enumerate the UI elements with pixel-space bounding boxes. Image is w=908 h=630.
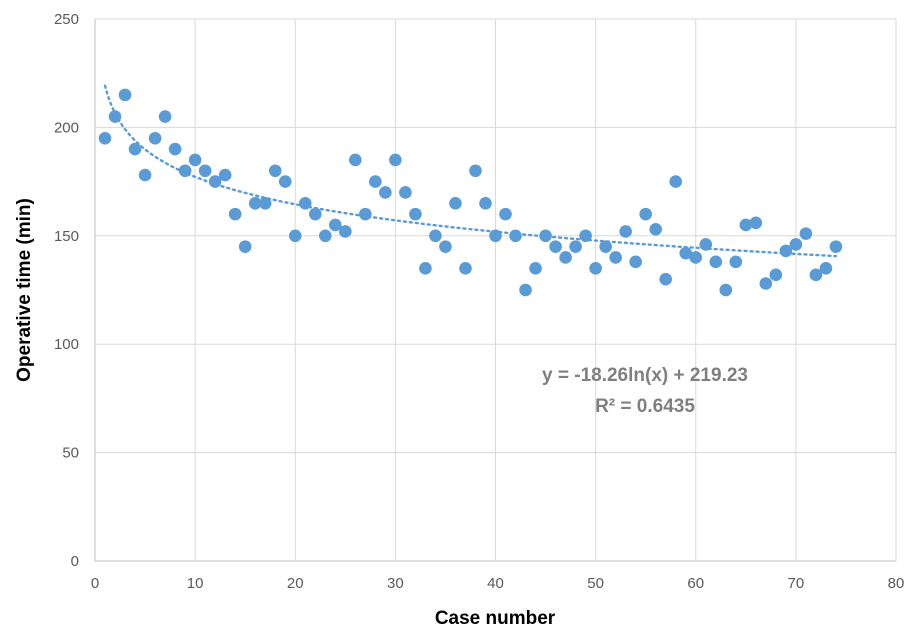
data-point	[349, 153, 362, 167]
data-point	[389, 153, 402, 167]
data-point	[609, 251, 622, 264]
data-point	[829, 240, 843, 253]
data-point	[108, 110, 122, 123]
data-point	[469, 164, 482, 178]
data-point	[689, 251, 703, 264]
data-point	[779, 244, 793, 258]
x-tick-label: 20	[287, 575, 304, 592]
y-tick-label: 100	[54, 336, 79, 353]
data-point	[228, 207, 242, 221]
data-point	[268, 164, 282, 178]
data-point	[399, 186, 412, 199]
y-tick-label: 50	[62, 445, 79, 462]
data-point	[529, 262, 542, 275]
data-point	[238, 240, 252, 253]
data-point	[789, 238, 803, 251]
data-point	[739, 218, 753, 232]
data-point	[218, 168, 232, 182]
data-point	[509, 229, 522, 243]
data-point	[118, 88, 132, 102]
data-point	[98, 131, 112, 145]
data-point	[288, 229, 302, 243]
data-point	[329, 218, 342, 232]
data-point	[369, 175, 382, 188]
data-point	[549, 240, 562, 253]
data-point	[569, 240, 582, 253]
data-point	[819, 262, 833, 275]
data-point	[449, 196, 462, 210]
data-point	[639, 207, 652, 221]
data-point	[138, 168, 152, 182]
x-tick-label: 0	[91, 575, 99, 592]
data-point	[799, 227, 813, 240]
data-point	[719, 283, 733, 297]
data-point	[559, 251, 572, 264]
y-tick-label: 150	[54, 228, 79, 245]
trendline	[103, 84, 838, 258]
data-point	[759, 277, 773, 290]
x-tick-label: 70	[788, 575, 805, 592]
x-tick-label: 30	[387, 575, 404, 592]
x-tick-label: 80	[888, 575, 905, 592]
data-point	[429, 229, 442, 243]
data-point	[248, 196, 262, 210]
data-point	[439, 240, 452, 253]
data-point	[579, 229, 592, 243]
data-point	[499, 207, 512, 221]
y-tick-label: 200	[54, 119, 79, 136]
data-point	[419, 262, 432, 275]
data-point	[769, 268, 783, 282]
data-point	[278, 175, 292, 188]
data-point	[539, 229, 552, 243]
data-point	[379, 186, 392, 199]
data-point	[128, 142, 142, 156]
data-point	[359, 207, 372, 221]
data-point	[749, 216, 763, 230]
data-point	[659, 272, 673, 286]
data-point	[649, 222, 662, 236]
data-point	[599, 240, 612, 253]
data-point	[339, 225, 352, 238]
data-point	[589, 262, 602, 275]
data-point	[258, 196, 272, 210]
data-point	[318, 229, 332, 243]
x-tick-labels: 0 10 20 30 40 50 60 70 80	[91, 575, 905, 592]
data-point	[298, 196, 312, 210]
data-point	[479, 196, 492, 210]
y-tick-labels: 0 50 100 150 200 250	[54, 11, 79, 570]
data-point	[709, 255, 723, 269]
data-point	[629, 255, 642, 269]
data-point	[198, 164, 212, 178]
data-point	[208, 175, 222, 188]
r-squared-label: R² = 0.6435	[595, 396, 695, 417]
data-point	[809, 268, 823, 282]
data-point	[619, 225, 632, 238]
y-tick-label: 250	[54, 11, 79, 28]
data-point	[519, 283, 532, 297]
y-axis-title: Operative time (min)	[14, 198, 35, 382]
data-point	[459, 262, 472, 275]
data-point	[168, 142, 182, 156]
data-points	[98, 88, 843, 297]
trendline-equation: y = -18.26ln(x) + 219.23	[542, 365, 748, 386]
data-point	[489, 229, 502, 243]
data-point	[729, 255, 743, 269]
x-tick-label: 40	[487, 575, 504, 592]
data-point	[178, 164, 192, 178]
data-point	[188, 153, 202, 167]
x-tick-label: 60	[687, 575, 704, 592]
data-point	[158, 110, 172, 123]
x-axis-title: Case number	[435, 608, 556, 629]
data-point	[148, 131, 162, 145]
data-point	[409, 207, 422, 221]
y-tick-label: 0	[71, 553, 79, 570]
data-point	[308, 207, 322, 221]
data-point	[679, 246, 693, 260]
x-tick-label: 50	[587, 575, 604, 592]
data-point	[699, 238, 713, 251]
grid-lines	[94, 18, 897, 562]
data-point	[669, 175, 683, 188]
x-tick-label: 10	[187, 575, 204, 592]
